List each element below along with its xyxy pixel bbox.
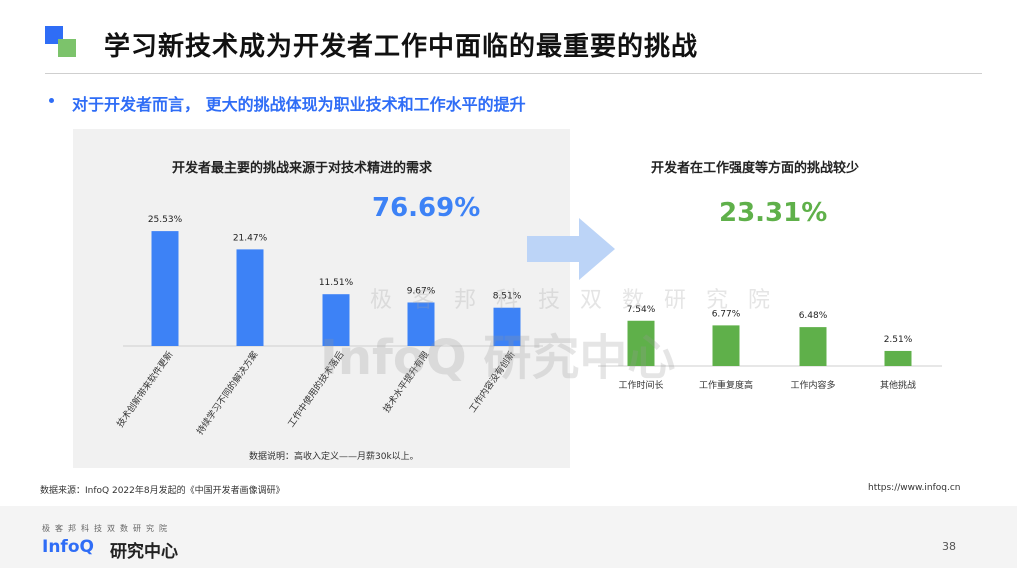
brand-logo: InfoQ [42, 537, 94, 557]
data-label: 11.51% [319, 278, 354, 288]
source-url-link[interactable]: https://www.infoq.cn [868, 483, 961, 493]
right-chart-title: 开发者在工作强度等方面的挑战较少 [651, 161, 860, 176]
chart-note: 数据说明：高收入定义——月薪30k以上。 [249, 452, 419, 462]
bar [884, 350, 912, 366]
data-label: 25.53% [148, 215, 183, 225]
bar [627, 320, 655, 366]
bar [151, 231, 179, 346]
watermark-logo: InfoQ 研究中心 [320, 330, 676, 386]
left-chart-title: 开发者最主要的挑战来源于对技术精进的需求 [172, 161, 433, 176]
bar [407, 302, 435, 346]
logo-square-green [58, 39, 76, 57]
bar [322, 294, 350, 346]
data-label: 2.51% [884, 335, 913, 345]
page-title: 学习新技术成为开发者工作中面临的最重要的挑战 [104, 32, 699, 62]
page-number: 38 [942, 540, 956, 553]
bar [799, 327, 827, 366]
footer-band [0, 506, 1017, 568]
category-label: 持续学习不同的解决方案 [194, 349, 261, 437]
bar [493, 307, 521, 346]
title-divider [45, 73, 982, 74]
right-highlight-number: 23.31% [719, 198, 828, 228]
watermark-text: 极客邦科技双数研究院 [370, 288, 791, 313]
left-bar-chart: 25.53%技术创新带来软件更新21.47%持续学习不同的解决方案11.51%工… [114, 215, 543, 437]
data-label: 6.77% [712, 309, 741, 319]
data-label: 7.54% [627, 305, 656, 315]
category-label: 工作内容多 [790, 379, 835, 391]
category-label: 工作重复度高 [699, 379, 753, 391]
brand-tagline: 极客邦科技双数研究院 [42, 524, 172, 533]
right-bar-chart: 7.54% 工作时间长 6.77% 工作重复度高 6.48% 工作内容多 2.51% 其他挑战 [598, 305, 942, 391]
category-label: 工作时间长 [618, 379, 663, 391]
category-label: 技术创新带来软件更新 [114, 349, 175, 430]
data-source: 数据来源：InfoQ 2022年8月发起的《中国开发者画像调研》 [40, 486, 285, 496]
subtitle: 对于开发者而言， 更大的挑战体现为职业技术和工作水平的提升 [72, 95, 526, 114]
transition-arrow-icon [527, 218, 615, 280]
bar [712, 325, 740, 366]
data-label: 8.51% [493, 292, 522, 302]
bar [236, 249, 264, 346]
data-label: 6.48% [799, 311, 828, 321]
bullet-dot [49, 98, 54, 103]
category-label: 其他挑战 [880, 379, 916, 391]
left-highlight-number: 76.69% [372, 193, 481, 223]
brand-name: 研究中心 [110, 542, 178, 562]
data-label: 21.47% [233, 233, 268, 243]
data-label: 9.67% [407, 286, 436, 296]
